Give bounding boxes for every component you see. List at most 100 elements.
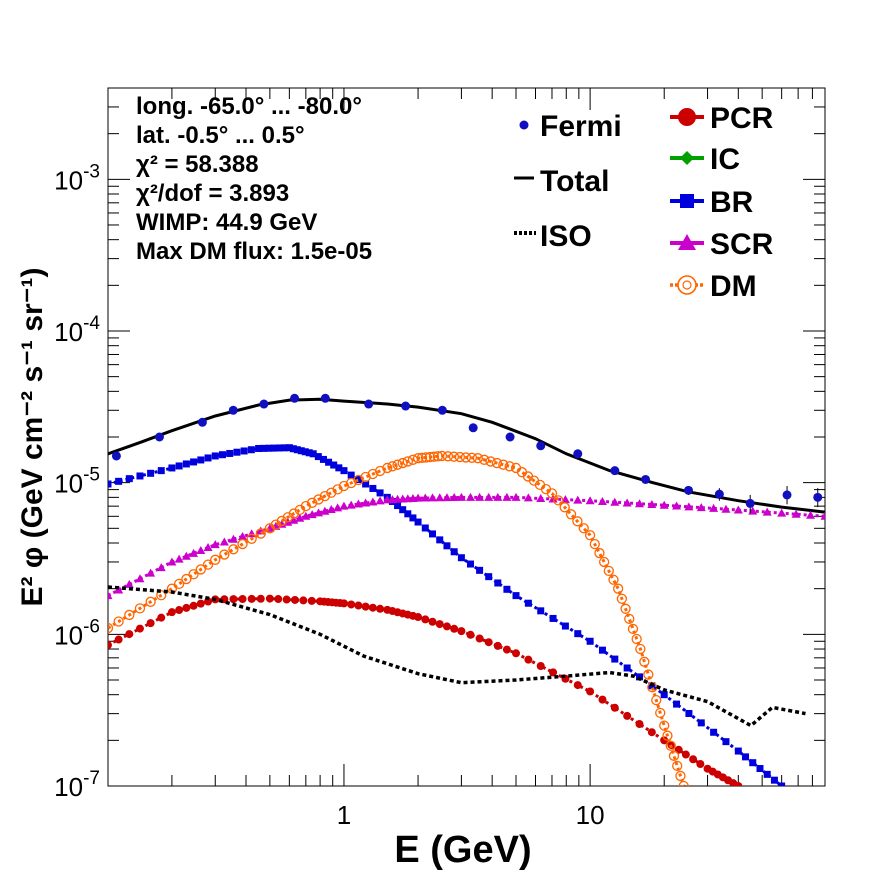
point-scr [361,498,371,507]
point-dm [603,565,614,577]
fermi-point [154,432,164,442]
point-dm [553,495,564,506]
point-scr [420,493,430,502]
legend-label-total: Total [540,165,609,198]
point-br [742,753,750,761]
point-br [330,461,338,469]
point-br [270,444,278,452]
point-br [335,464,343,472]
point-scr [375,496,385,505]
legend-label-br: BR [710,186,754,219]
fermi-point [573,449,583,459]
point-pcr [368,603,377,612]
fermi-point [782,490,792,500]
point-scr [289,515,299,524]
point-br [561,622,569,630]
fermi-point [364,399,374,409]
point-pcr [573,681,582,690]
point-dm [397,457,408,469]
fermi-point [745,498,755,508]
point-pcr [674,745,683,754]
point-dm [367,468,379,480]
series-scr [108,492,825,600]
point-pcr [182,603,191,612]
point-dm [387,461,398,472]
point-dm [546,488,558,499]
point-pcr [290,595,299,604]
point-dm [589,539,600,550]
point-dm [319,490,331,502]
point-pcr [157,613,166,622]
point-pcr [361,602,370,611]
point-br [467,560,475,568]
point-scr [181,551,191,560]
fermi-point [197,417,207,427]
point-pcr [125,630,134,639]
point-br [319,455,327,463]
point-pcr [524,655,533,664]
point-dm [416,452,428,463]
point-pcr [696,759,705,768]
legend-scr-marker [678,234,696,250]
fermi-point [683,485,693,495]
fermi-point [714,489,724,499]
point-scr [484,492,494,501]
point-dm [668,750,680,761]
point-scr [635,499,645,508]
point-dm [460,452,472,463]
point-pcr [189,601,198,610]
point-pcr [484,638,493,647]
point-dm [635,643,646,655]
point-pcr [660,736,669,745]
point-br [297,447,305,455]
point-pcr [681,750,690,759]
point-pcr [457,627,466,636]
fermi-point [505,432,515,442]
point-scr [709,503,719,512]
point-br [685,709,693,717]
point-br [168,464,176,472]
point-pcr [238,594,247,603]
point-br [354,476,362,484]
point-dm [485,456,496,467]
series-line-pcr [108,597,740,786]
x-tick-label: 10 [576,800,605,830]
point-br [325,458,333,466]
point-dm [479,454,490,465]
point-scr [493,492,503,501]
point-scr [721,504,731,513]
point-dm [620,603,631,614]
point-scr [295,513,305,522]
point-br [549,614,557,622]
legend-label-pcr: PCR [710,102,774,135]
point-br [476,566,484,574]
point-br [763,770,771,778]
point-pcr [108,641,112,650]
point-dm [173,578,185,590]
point-pcr [647,728,656,737]
point-pcr [229,595,238,604]
point-pcr [247,594,256,603]
point-pcr [689,755,698,764]
y-tick-label: 10-7 [54,768,100,802]
point-dm [454,451,466,463]
point-dm [631,633,642,645]
fermi-point [401,401,411,411]
point-dm [594,547,605,559]
point-scr [353,499,363,508]
point-br [197,456,205,464]
point-br [598,646,606,654]
y-tick-label: 10-5 [54,465,100,499]
y-tick-label: 10-4 [54,313,100,347]
point-pcr [421,615,430,624]
point-dm [436,450,448,462]
point-br [305,449,313,457]
point-dm [639,656,650,667]
point-scr [456,492,466,501]
point-dm [412,453,424,464]
point-br [503,585,511,593]
point-dm [360,471,371,483]
point-br [394,502,402,510]
point-scr [196,545,206,554]
